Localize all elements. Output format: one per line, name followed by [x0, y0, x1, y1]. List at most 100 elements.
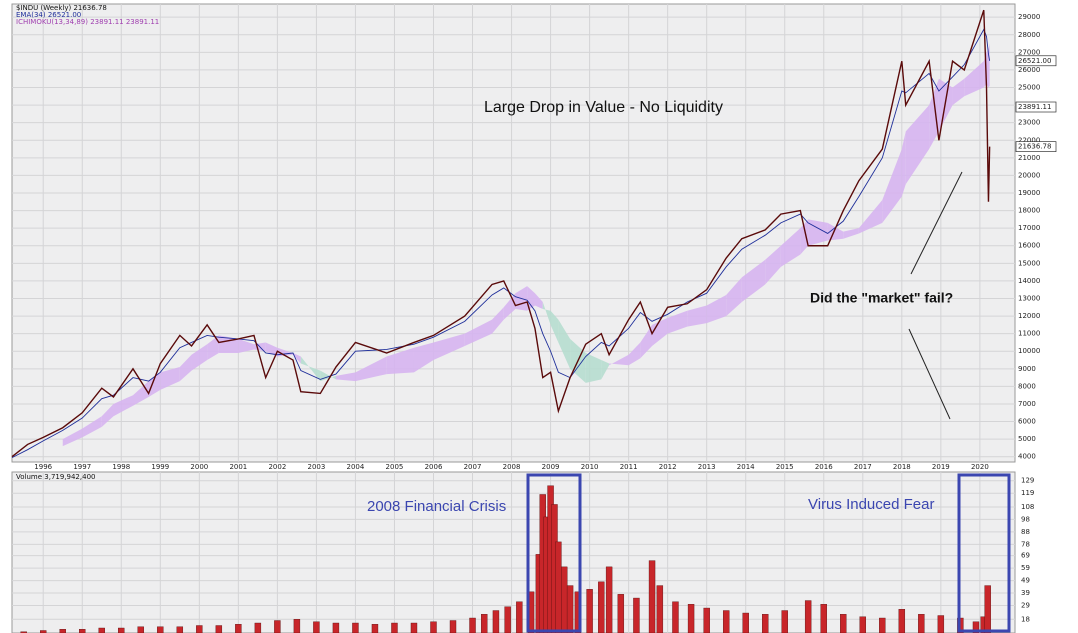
y-tick-label: 15000: [1018, 259, 1040, 267]
volume-bar: [254, 622, 262, 633]
volume-bar: [157, 626, 164, 633]
volume-bar: [332, 622, 340, 633]
cloud: [882, 149, 902, 223]
y-tick-label: 5000: [1018, 435, 1036, 443]
cloud: [901, 131, 906, 197]
cloud: [464, 319, 493, 346]
x-tick-label: 2010: [581, 463, 599, 471]
y-tick-label: 23000: [1018, 119, 1040, 127]
x-tick-label: 2015: [776, 463, 794, 471]
cloud: [609, 354, 629, 366]
cloud: [386, 347, 414, 375]
volume-bar: [20, 631, 27, 633]
volume-bar: [879, 617, 886, 633]
highlight-box: [957, 473, 1011, 633]
cloud: [929, 78, 939, 150]
y-tick-label: 13000: [1018, 294, 1040, 302]
cloud: [585, 352, 602, 383]
y-tick-label: 119: [1021, 489, 1034, 497]
volume-bar: [59, 629, 66, 633]
y-tick-label: 29: [1021, 602, 1030, 610]
cloud: [542, 302, 551, 325]
cloud: [355, 356, 387, 382]
volume-bar: [687, 604, 695, 633]
y-tick-label: 17000: [1018, 224, 1040, 232]
arrow-line: [910, 171, 963, 275]
cloud: [601, 360, 610, 380]
volume-bar: [672, 601, 679, 633]
x-tick-label: 2002: [268, 463, 286, 471]
cloud: [492, 307, 504, 334]
annotation: Did the "market" fail?: [810, 290, 953, 306]
y-tick-label: 14000: [1018, 277, 1040, 285]
volume-bar: [598, 581, 605, 633]
cloud: [988, 43, 990, 88]
x-tick-label: 2014: [737, 463, 755, 471]
volume-title: Volume 3,719,942,400: [16, 473, 95, 481]
x-tick-label: 2008: [503, 463, 521, 471]
volume-bar: [898, 609, 906, 633]
volume-bar: [820, 604, 827, 633]
y-tick-label: 7000: [1018, 400, 1036, 408]
volume-bar: [196, 625, 203, 633]
y-tick-label: 49: [1021, 577, 1030, 585]
volume-bar: [481, 614, 488, 633]
cloud: [82, 416, 102, 438]
volume-bar: [633, 597, 640, 633]
highlight-box: [526, 473, 582, 633]
volume-bar: [703, 607, 710, 633]
volume-panel: [11, 471, 1016, 633]
volume-bar: [762, 614, 769, 633]
legend-ema: EMA(34) 26521.00: [16, 11, 81, 19]
value-label: 23891.11: [1018, 103, 1051, 111]
y-tick-label: 10000: [1018, 347, 1040, 355]
cloud: [207, 335, 219, 361]
value-box: [1015, 101, 1057, 113]
volume-bar: [561, 566, 568, 633]
x-tick-label: 2005: [386, 463, 404, 471]
x-tick-label: 1999: [151, 463, 169, 471]
y-tick-label: 21000: [1018, 154, 1040, 162]
cloud: [952, 78, 965, 106]
y-tick-label: 8000: [1018, 382, 1036, 390]
cloud: [300, 356, 321, 382]
volume-bar: [617, 594, 625, 633]
y-tick-label: 18: [1021, 615, 1030, 623]
volume-bar: [656, 585, 664, 633]
volume-bar: [804, 600, 812, 633]
volume-bar: [352, 622, 359, 633]
y-tick-label: 11000: [1018, 330, 1040, 338]
x-tick-label: 2017: [854, 463, 872, 471]
y-tick-label: 25000: [1018, 84, 1040, 92]
y-tick-label: 69: [1021, 552, 1030, 560]
y-tick-label: 28000: [1018, 31, 1040, 39]
y-tick-label: 88: [1021, 528, 1030, 536]
cloud: [986, 48, 989, 88]
volume-bar: [430, 621, 437, 633]
cloud: [148, 372, 161, 397]
volume-bar: [313, 621, 320, 633]
cloud: [800, 219, 809, 255]
volume-bar: [391, 622, 398, 633]
volume-bar: [492, 610, 500, 633]
y-tick-label: 20000: [1018, 171, 1040, 179]
annotation: 2008 Financial Crisis: [367, 498, 506, 515]
volume-bar: [293, 619, 301, 633]
volume-bar: [722, 610, 730, 633]
cloud: [527, 286, 535, 311]
volume-bar: [648, 560, 656, 633]
value-box: [1015, 141, 1057, 152]
cloud: [113, 395, 133, 417]
y-tick-label: 27000: [1018, 48, 1040, 56]
x-tick-label: 2001: [229, 463, 247, 471]
volume-bar: [176, 626, 184, 633]
annotation: Large Drop in Value - No Liquidity: [484, 99, 723, 116]
x-tick-label: 1998: [112, 463, 130, 471]
arrow-line: [908, 328, 951, 420]
y-tick-label: 4000: [1018, 453, 1036, 461]
x-tick-label: 2016: [815, 463, 833, 471]
cloud: [706, 294, 727, 324]
cloud: [843, 228, 859, 239]
volume-bar: [449, 620, 457, 633]
